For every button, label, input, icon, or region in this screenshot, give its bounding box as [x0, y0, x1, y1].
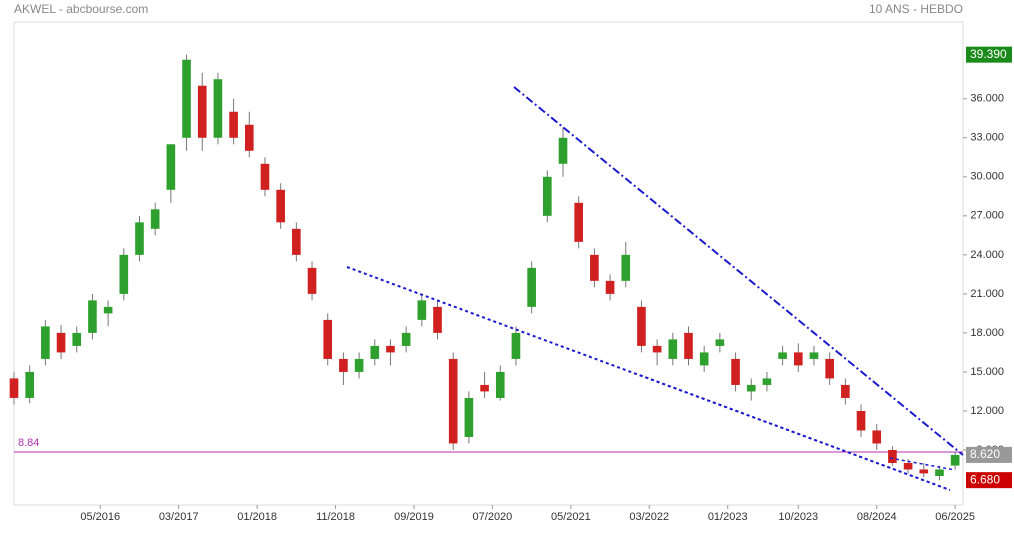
candle-body	[339, 358, 348, 372]
candle-body	[292, 228, 301, 255]
candle-body	[605, 280, 615, 294]
y-tick-label: 18.000	[970, 327, 1004, 339]
chart-subtitle: 10 ANS - HEBDO	[869, 2, 963, 16]
plot-frame	[13, 21, 964, 506]
x-tick-label: 05/2021	[551, 511, 591, 523]
candle-body	[88, 300, 97, 333]
price-marker-label: 6.680	[970, 472, 1000, 486]
x-tick-label: 08/2024	[857, 511, 897, 523]
x-tick-label: 11/2018	[316, 511, 355, 523]
candle-body	[72, 332, 82, 346]
x-tick-label: 03/2017	[159, 511, 199, 523]
trend-line	[639, 374, 951, 491]
candle-body	[731, 358, 740, 385]
candle-body	[244, 124, 254, 151]
candle-body	[354, 358, 364, 372]
candle-body	[621, 254, 631, 281]
x-tick-label: 01/2023	[708, 511, 748, 523]
candle-body	[417, 300, 427, 320]
candle-body	[558, 137, 568, 164]
candle-body	[307, 267, 317, 294]
trend-line	[513, 86, 964, 456]
candle-body	[543, 176, 552, 216]
x-tick-label: 10/2023	[778, 511, 818, 523]
price-marker-label: 8.620	[970, 447, 1000, 461]
candle-body	[495, 371, 505, 398]
y-tick-label: 24.000	[970, 249, 1004, 261]
x-tick-label: 05/2016	[80, 511, 120, 523]
candle-body	[464, 397, 474, 437]
price-marker	[966, 446, 1012, 463]
candle-body	[386, 345, 395, 353]
candle-body	[511, 332, 521, 359]
x-tick-label: 03/2022	[629, 511, 669, 523]
reference-label: 8.84	[18, 437, 39, 449]
candle-body	[103, 306, 113, 314]
candle-body	[41, 326, 50, 359]
x-tick-label: 09/2019	[394, 511, 434, 523]
candle-body	[715, 339, 725, 346]
candle-body	[574, 202, 584, 242]
candle-body	[182, 59, 191, 138]
trend-line	[889, 457, 956, 471]
candle-body	[809, 352, 819, 359]
candle-body	[841, 384, 850, 398]
candle-body	[401, 332, 411, 346]
candle-body	[433, 306, 442, 333]
candle-body	[166, 144, 176, 190]
candle-body	[872, 430, 882, 444]
candle-body	[9, 378, 19, 398]
y-tick-label: 36.000	[970, 93, 1004, 105]
y-tick-label: 30.000	[970, 171, 1004, 183]
candle-body	[150, 209, 160, 229]
candle-body	[903, 462, 913, 470]
candle-body	[668, 339, 678, 359]
candle-body	[527, 267, 536, 307]
candle-body	[56, 332, 66, 353]
candle-body	[888, 449, 897, 463]
y-tick-label: 12.000	[970, 405, 1004, 417]
candle-body	[480, 384, 489, 392]
candle-body	[950, 454, 960, 466]
candle-body	[856, 410, 866, 431]
candle-body	[370, 345, 380, 359]
candle-body	[119, 254, 129, 294]
candle-body	[919, 469, 929, 474]
candle-body	[793, 352, 803, 366]
price-marker	[966, 472, 1012, 489]
candle-body	[825, 358, 834, 379]
price-marker	[966, 46, 1012, 63]
price-marker-label: 39.390	[970, 47, 1007, 61]
candle-body	[197, 85, 207, 138]
candle-body	[260, 163, 270, 190]
y-tick-label: 27.000	[970, 210, 1004, 222]
candle-body	[778, 352, 787, 359]
y-tick-label: 21.000	[970, 288, 1004, 300]
candle-body	[746, 384, 756, 392]
candle-body	[935, 469, 944, 476]
chart-title: AKWEL - abcbourse.com	[14, 2, 148, 16]
candle-body	[276, 189, 285, 223]
candle-body	[762, 378, 772, 385]
candle-body	[684, 332, 693, 359]
candle-body	[637, 306, 646, 346]
candle-body	[448, 358, 458, 444]
candle-body	[213, 79, 223, 138]
candle-body	[699, 352, 709, 366]
y-tick-label: 33.000	[970, 132, 1004, 144]
candle-body	[25, 371, 34, 398]
candle-body	[652, 345, 662, 353]
trend-lines	[346, 86, 964, 491]
candle-body	[135, 222, 144, 255]
y-tick-label: 15.000	[970, 366, 1004, 378]
candle-body	[590, 254, 599, 281]
x-tick-label: 07/2020	[473, 511, 513, 523]
x-tick-label: 01/2018	[237, 511, 277, 523]
candle-body	[323, 319, 333, 359]
x-tick-label: 06/2025	[935, 511, 975, 523]
candle-body	[229, 111, 238, 138]
